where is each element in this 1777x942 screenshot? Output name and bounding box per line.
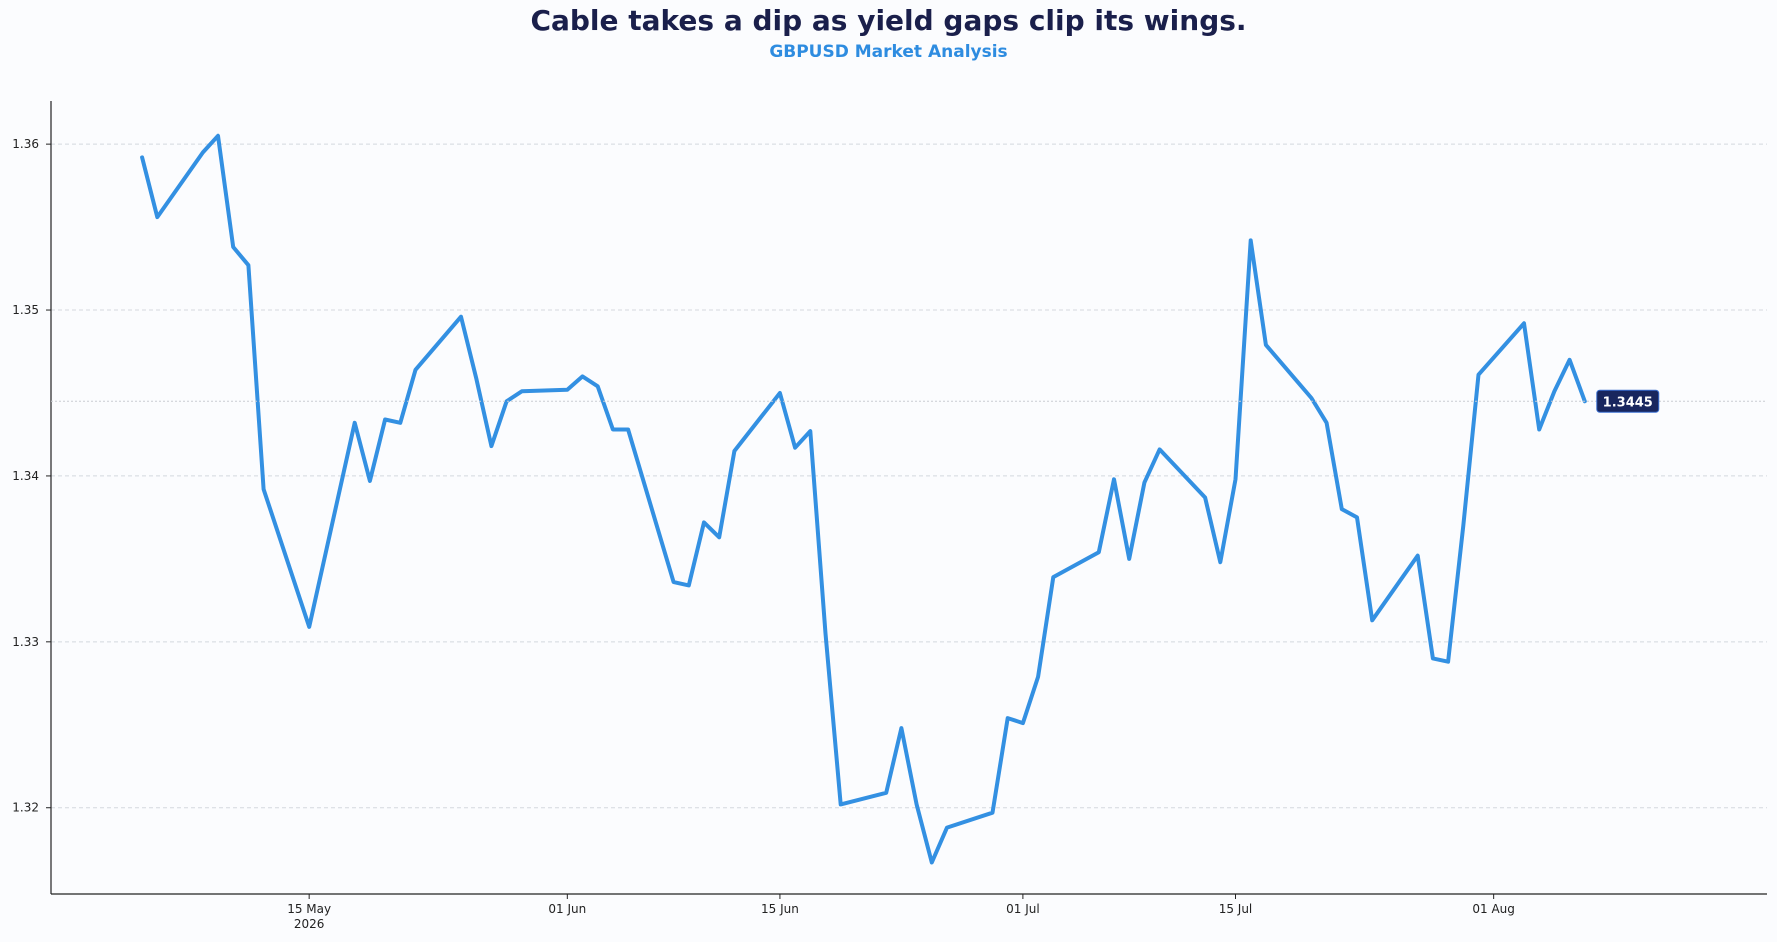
x-tick-label: 15 Jul [1219,902,1253,916]
x-tick-label: 15 May [287,902,331,916]
last-value-label: 1.3445 [1603,395,1653,410]
chart-subtitle: GBPUSD Market Analysis [769,42,1008,62]
y-tick-label: 1.36 [12,137,39,151]
series-line [140,133,1587,865]
x-tick-label: 01 Jul [1006,902,1040,916]
last-value-badge [1596,389,1660,413]
x-tick-label: 2026 [294,917,325,931]
x-tick-label: 01 Jun [548,902,586,916]
x-tick-label: 01 Aug [1472,902,1515,916]
chart-title: Cable takes a dip as yield gaps clip its… [530,4,1247,37]
y-tick-label: 1.34 [12,469,39,483]
x-tick-label: 15 Jun [761,902,799,916]
y-tick-label: 1.35 [12,303,39,317]
y-tick-label: 1.33 [12,635,39,649]
y-tick-label: 1.32 [12,801,39,815]
